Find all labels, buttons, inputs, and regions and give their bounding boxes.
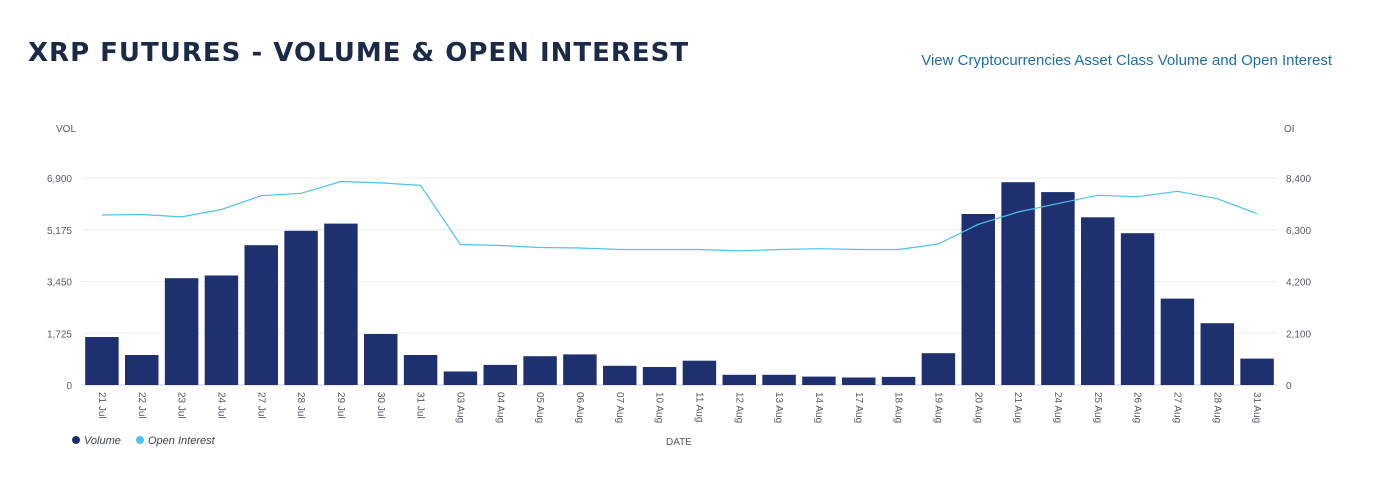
volume-bar (921, 353, 956, 385)
right-tick-label: 6,300 (1286, 226, 1311, 237)
volume-bars (85, 182, 1274, 385)
right-tick-label: 0 (1286, 381, 1292, 392)
left-tick-label: 5,175 (47, 226, 72, 237)
x-tick-label: 21 Aug (1012, 392, 1023, 423)
volume-bar (762, 374, 796, 385)
x-tick-label: 25 Aug (1092, 392, 1103, 423)
page-title: XRP FUTURES - VOLUME & OPEN INTEREST (28, 38, 690, 68)
x-tick-label: 19 Aug (932, 392, 943, 423)
volume-bar (1081, 217, 1115, 385)
x-tick-label: 24 Aug (1052, 392, 1063, 423)
x-tick-label: 26 Aug (1132, 392, 1143, 423)
legend-open-interest-marker (136, 436, 144, 444)
volume-bar (125, 355, 159, 385)
x-tick-label: 21 Jul (96, 392, 107, 419)
legend-volume-label: Volume (84, 435, 121, 447)
volume-bar (1041, 192, 1075, 385)
asset-class-link[interactable]: View Cryptocurrencies Asset Class Volume… (921, 52, 1332, 69)
x-tick-label: 13 Aug (773, 392, 784, 423)
x-tick-label: 10 Aug (654, 392, 665, 423)
open-interest-series-line (101, 180, 1258, 252)
volume-bar (802, 376, 836, 385)
volume-bar (204, 275, 239, 385)
volume-bar (722, 374, 756, 385)
x-tick-label: 12 Aug (733, 392, 744, 423)
volume-bar (961, 214, 995, 385)
volume-bar (483, 364, 517, 385)
x-tick-label: 20 Aug (972, 392, 983, 423)
volume-bar (85, 337, 119, 385)
volume-bar (842, 377, 876, 385)
volume-bar (403, 355, 438, 385)
legend: Volume Open Interest (72, 435, 216, 447)
volume-bar (682, 360, 717, 385)
x-tick-label: 06 Aug (574, 392, 585, 423)
volume-bar (642, 367, 677, 385)
x-tick-label: 18 Aug (893, 392, 904, 423)
left-tick-label: 3,450 (47, 278, 72, 289)
volume-bar (1200, 323, 1234, 385)
volume-bar (443, 371, 478, 385)
right-tick-label: 4,200 (1286, 278, 1311, 289)
x-tick-label: 04 Aug (494, 392, 505, 423)
x-tick-label: 03 Aug (454, 392, 465, 423)
x-tick-label: 28 Aug (1211, 392, 1222, 423)
left-tick-label: 1,725 (47, 329, 72, 340)
legend-item-open-interest[interactable]: Open Interest (136, 435, 216, 447)
volume-bar (563, 354, 597, 385)
x-tick-label: 14 Aug (813, 392, 824, 423)
volume-bar (164, 278, 199, 385)
right-tick-label: 8,400 (1286, 174, 1311, 185)
right-tick-label: 2,100 (1286, 329, 1311, 340)
x-tick-label: 07 Aug (614, 392, 625, 423)
volume-bar (523, 356, 557, 385)
x-tick-label: 28 Jul (295, 392, 306, 419)
volume-bar (881, 376, 916, 385)
volume-bar (1160, 298, 1195, 385)
volume-bar (244, 245, 278, 385)
legend-item-volume[interactable]: Volume (72, 435, 121, 447)
x-tick-label: 29 Jul (335, 392, 346, 419)
right-axis-label: OI (1284, 124, 1295, 135)
x-tick-label: 11 Aug (693, 392, 704, 422)
x-axis-label: DATE (666, 437, 692, 448)
x-tick-label: 27 Aug (1171, 392, 1182, 423)
x-tick-label: 22 Jul (136, 392, 147, 419)
left-tick-label: 0 (66, 381, 72, 392)
axes: VOL OI DATE 0 1,725 3,450 5,175 6,900 0 2,100 4… (47, 124, 1311, 448)
volume-bar (603, 365, 637, 385)
x-tick-label: 05 Aug (534, 392, 545, 423)
legend-open-interest-label: Open Interest (148, 435, 216, 447)
legend-volume-marker (72, 436, 80, 444)
open-interest-line (101, 180, 1258, 252)
left-tick-label: 6,900 (47, 174, 72, 185)
volume-bar (324, 223, 358, 385)
x-tick-label: 31 Aug (1251, 392, 1262, 423)
volume-bar (364, 334, 398, 385)
x-tick-label: 31 Jul (415, 392, 426, 419)
x-tick-label: 23 Jul (176, 392, 187, 419)
grid (82, 177, 1277, 386)
volume-bar (284, 230, 318, 385)
volume-bar (1120, 233, 1155, 385)
volume-bar (1240, 358, 1274, 385)
x-tick-label: 30 Jul (375, 392, 386, 419)
x-tick-label: 24 Jul (215, 392, 226, 419)
left-axis-label: VOL (56, 124, 76, 135)
x-tick-label: 17 Aug (853, 392, 864, 423)
x-tick-label: 27 Jul (255, 392, 266, 419)
